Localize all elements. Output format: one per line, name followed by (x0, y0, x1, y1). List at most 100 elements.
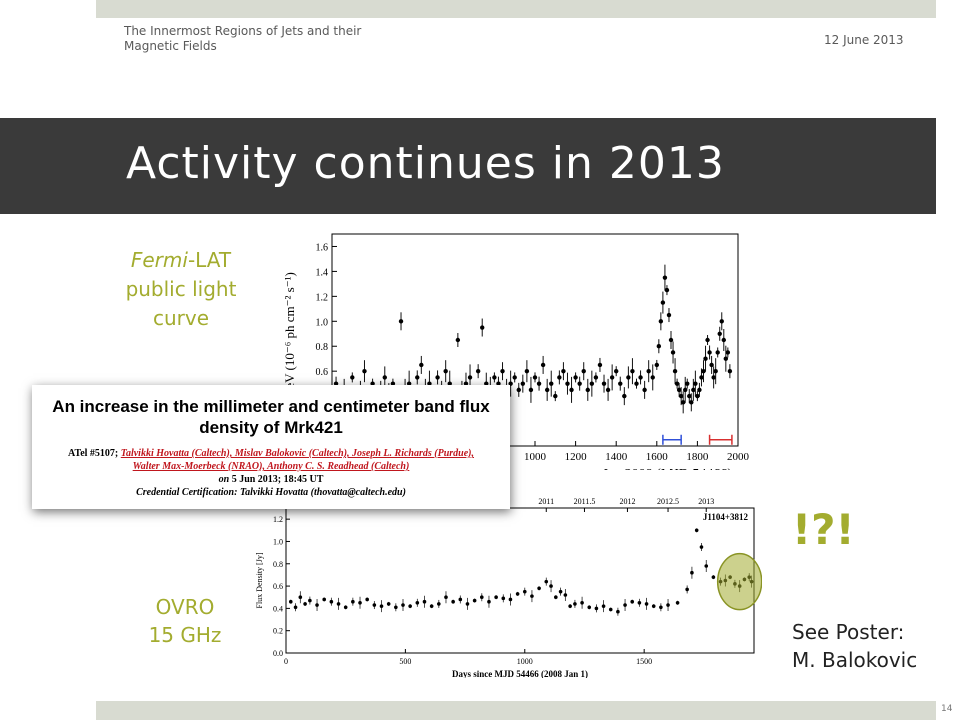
fermi-label-italic: Fermi (130, 248, 188, 272)
header-presentation-title: The Innermost Regions of Jets and their … (124, 24, 362, 53)
data-point (676, 387, 682, 393)
x-tick-label: 1200 (565, 451, 588, 463)
data-point (672, 368, 678, 374)
data-point (372, 603, 377, 607)
data-point (444, 595, 448, 600)
data-point (451, 599, 455, 604)
y-tick-label: 0.8 (316, 342, 329, 353)
data-point (658, 319, 664, 324)
data-point (707, 350, 712, 355)
data-point (573, 602, 577, 606)
data-point (415, 601, 420, 605)
data-point (537, 586, 541, 591)
data-point (382, 375, 387, 380)
y-tick-label: 1.2 (316, 292, 329, 303)
data-point (680, 400, 686, 405)
data-point (512, 375, 517, 380)
data-point (401, 603, 405, 607)
fermi-label-rest: -LAT (187, 248, 232, 272)
x-tick-label: 500 (399, 657, 411, 666)
data-point (711, 375, 716, 380)
data-point (577, 381, 582, 386)
page-number: 14 (941, 704, 953, 714)
data-point (530, 594, 534, 598)
data-point (429, 604, 434, 608)
data-point (666, 312, 672, 318)
data-point (699, 375, 704, 380)
data-point (608, 607, 613, 612)
data-point (487, 599, 491, 604)
data-point (721, 337, 726, 343)
x-axis-label: Jan 2008 (MJD 54466) (603, 467, 733, 470)
data-point (408, 604, 412, 608)
data-point (472, 598, 477, 603)
poster-line1: See Poster: (792, 620, 905, 644)
data-point (528, 387, 534, 393)
data-point (569, 387, 574, 393)
x-tick-label: 1000 (524, 451, 547, 463)
y-tick-label: 0.6 (273, 582, 283, 591)
atel-authors[interactable]: Talvikki Hovatta (Caltech), Mislav Balok… (120, 448, 474, 472)
data-point (626, 375, 631, 380)
data-point (634, 381, 639, 386)
data-point (484, 381, 489, 386)
data-point (351, 599, 355, 604)
data-point (664, 287, 670, 293)
data-point (678, 393, 684, 399)
data-point (492, 375, 497, 380)
data-point (618, 381, 623, 386)
y-tick-label: 1.2 (273, 515, 283, 524)
data-point (697, 387, 702, 393)
data-point (646, 368, 651, 374)
data-point (616, 609, 620, 614)
y-tick-label: 0.6 (316, 367, 329, 378)
atel-on: on (218, 474, 230, 485)
x-tick-label: 1800 (686, 451, 709, 463)
data-point (581, 368, 586, 374)
fermi-label-line3: curve (152, 306, 210, 330)
ovro-label-line2: 15 GHz (148, 623, 222, 647)
top-tick-label: 2011 (538, 497, 554, 506)
data-point (475, 368, 481, 374)
data-point (293, 605, 298, 610)
poster-line2: M. Balokovic (792, 648, 918, 672)
data-point (329, 599, 334, 604)
data-point (630, 368, 635, 374)
top-tick-label: 2011.5 (574, 497, 596, 506)
data-point (443, 368, 448, 374)
fermi-label: Fermi-LAT public light curve (106, 246, 256, 333)
y-axis-label: 0 GeV (10⁻⁶ ph cm⁻² s⁻¹) (282, 272, 297, 408)
data-point (597, 362, 603, 368)
data-point (422, 599, 427, 604)
data-point (594, 606, 599, 611)
slide-title: Activity continues in 2013 (126, 138, 725, 189)
data-point (500, 368, 505, 374)
atel-notice: An increase in the millimeter and centim… (32, 385, 510, 509)
data-point (480, 325, 485, 330)
title-bar (0, 118, 936, 214)
data-point (568, 604, 572, 608)
data-point (394, 605, 398, 610)
top-decor-bar (96, 0, 936, 18)
data-point (630, 599, 635, 604)
data-point (390, 381, 396, 386)
x-tick-label: 0 (284, 657, 288, 666)
data-point (557, 375, 562, 380)
data-point (362, 368, 367, 374)
data-point (322, 597, 327, 602)
data-point (524, 368, 530, 374)
data-point (508, 381, 513, 386)
data-point (660, 300, 666, 305)
y-tick-label: 0.0 (273, 649, 283, 658)
data-point (358, 601, 362, 605)
data-point (703, 356, 708, 361)
data-point (662, 275, 668, 280)
data-point (709, 362, 714, 368)
data-point (508, 597, 513, 602)
data-point (435, 375, 440, 380)
data-point (370, 381, 375, 386)
y-tick-label: 1.0 (273, 537, 283, 546)
data-point (705, 337, 710, 343)
data-point (386, 602, 391, 606)
data-point (479, 595, 484, 600)
